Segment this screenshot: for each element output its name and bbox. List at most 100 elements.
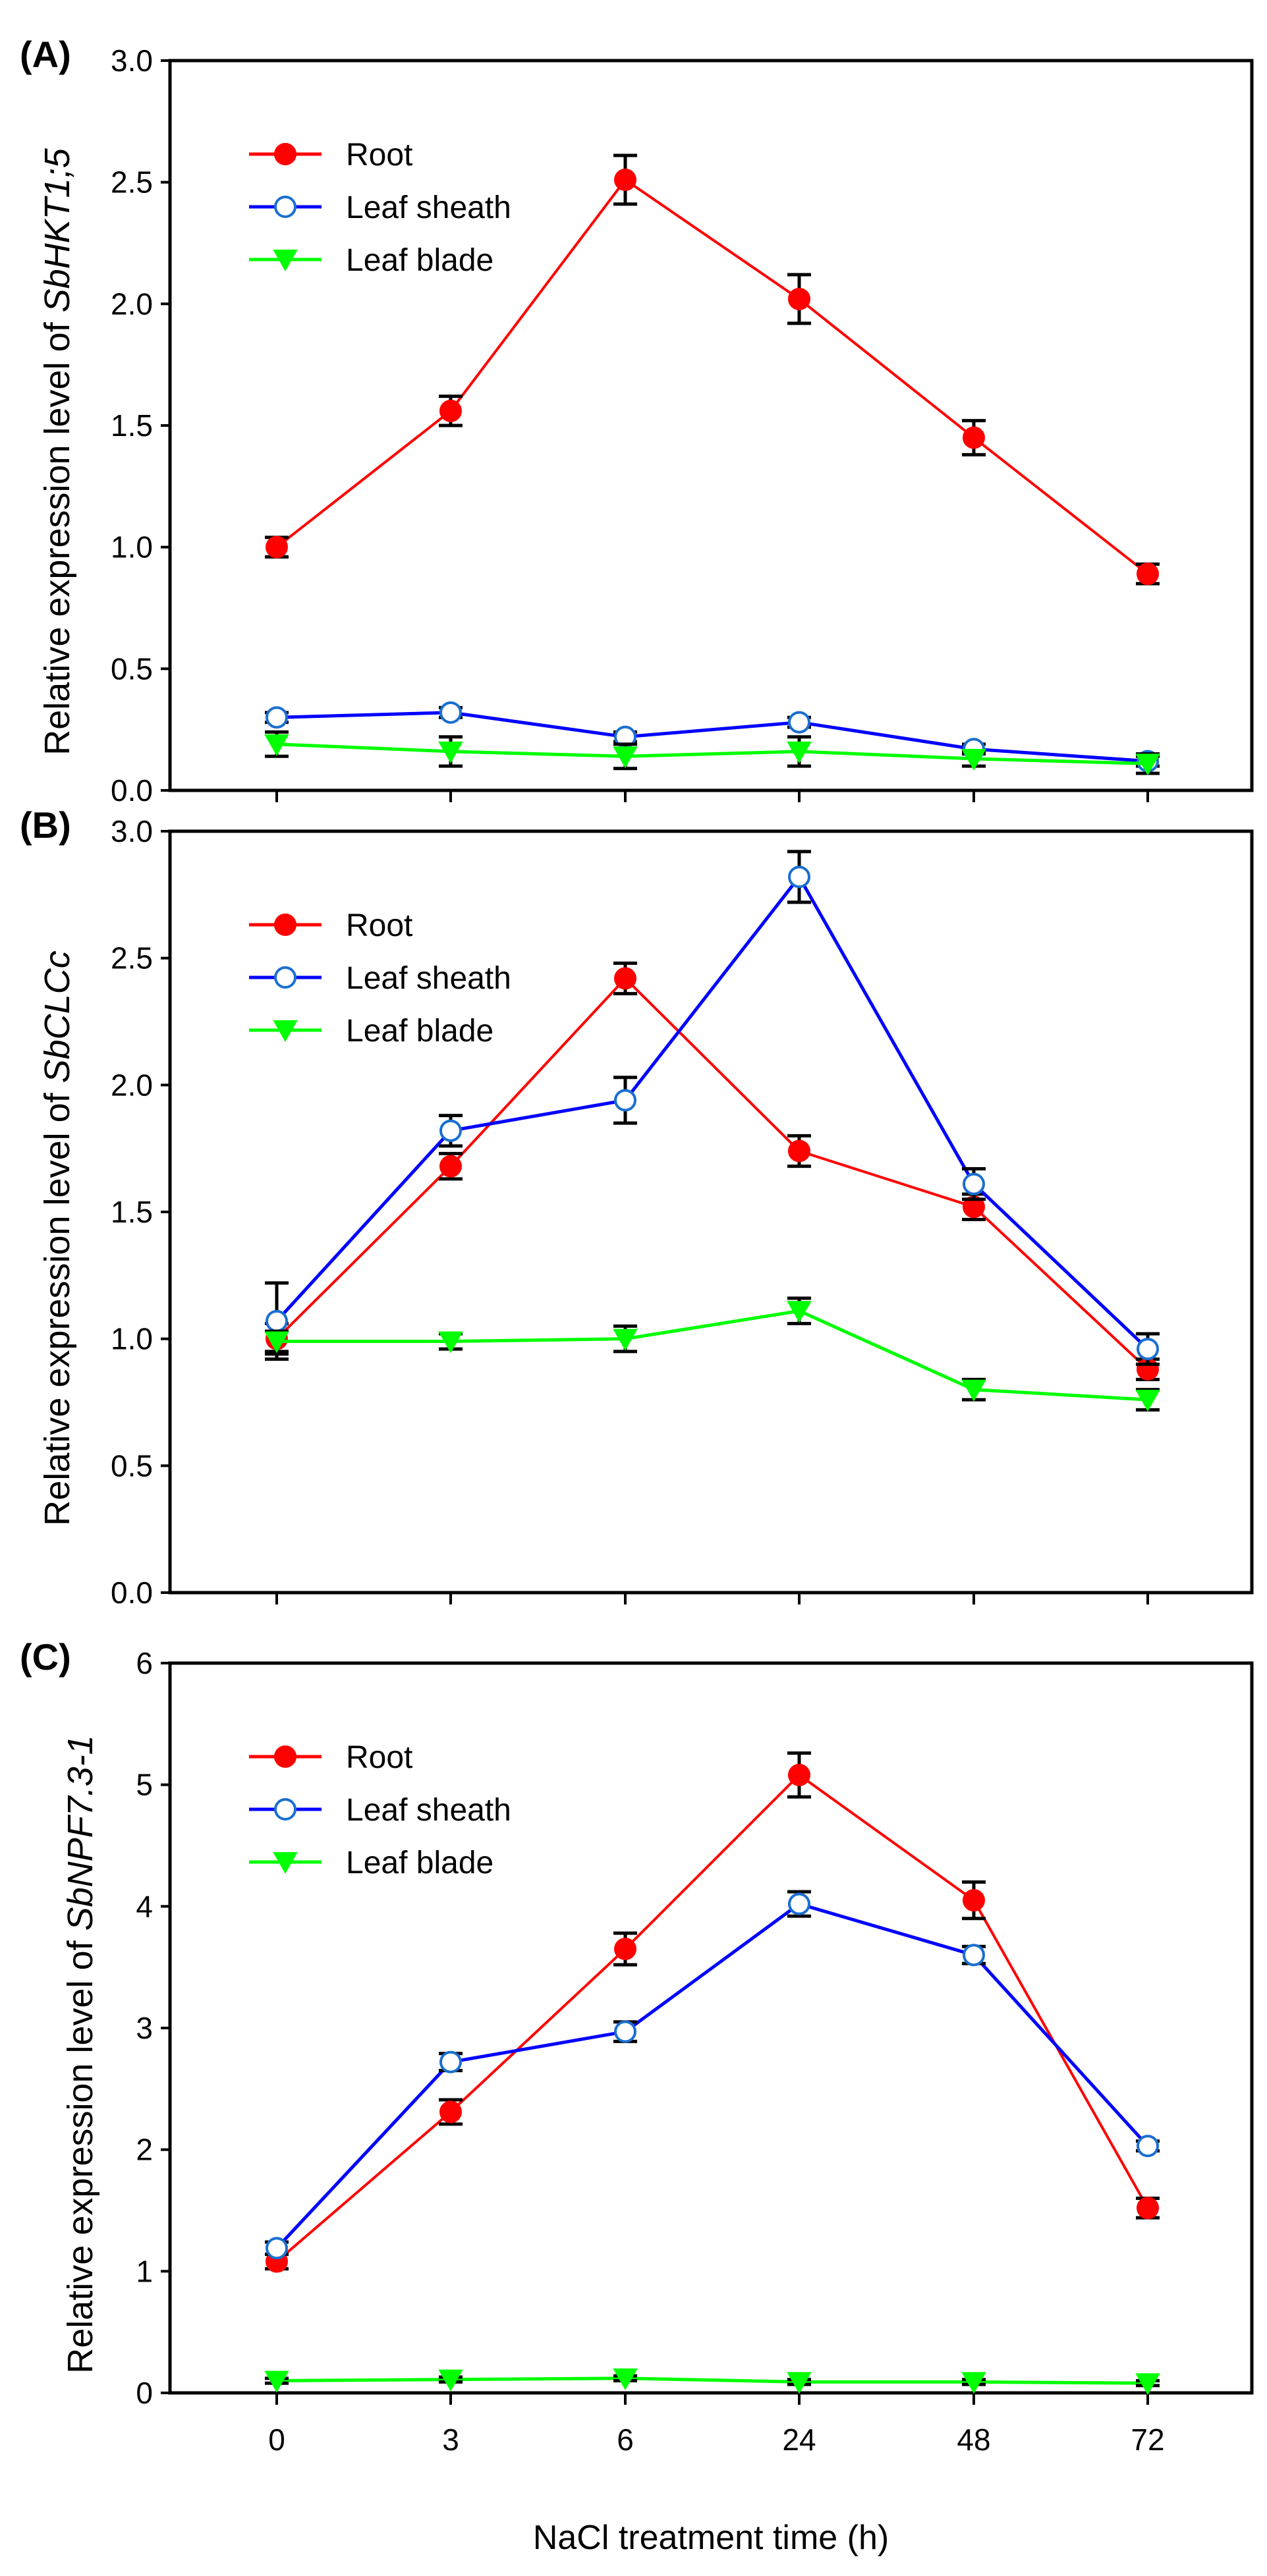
y-tick-label: 1.5	[111, 408, 153, 443]
series-leaf-blade	[264, 2368, 1160, 2396]
series-line	[275, 1902, 1149, 2249]
data-point-circle	[788, 287, 810, 310]
legend-label: Root	[346, 138, 412, 173]
data-point-circle	[1137, 2197, 1159, 2220]
series-root	[265, 153, 1160, 586]
data-point-circle	[266, 535, 288, 559]
y-tick-label: 0.0	[111, 773, 153, 808]
legend-marker-triangle	[273, 1020, 298, 1043]
data-point-open-circle	[788, 1892, 810, 1915]
data-point-circle	[614, 1937, 636, 1960]
legend-marker-circle	[274, 143, 296, 165]
legend: Root Leaf sheath Leaf blade	[249, 908, 511, 1049]
data-point-open-circle	[614, 1089, 636, 1112]
y-tick-label: 0.5	[111, 651, 153, 686]
data-point-triangle	[961, 1379, 986, 1402]
data-point-triangle	[438, 741, 463, 763]
series-leaf-blade	[264, 1296, 1160, 1412]
y-tick-label: 1.0	[111, 530, 153, 564]
plot-frame	[168, 829, 1254, 1595]
panel-label: (C)	[20, 1636, 71, 1678]
data-point-open-circle	[963, 1172, 985, 1195]
data-point-triangle	[787, 741, 812, 763]
legend-label: Leaf sheath	[346, 190, 511, 225]
x-tick-label: 6	[617, 2423, 634, 2457]
y-tick-label: 2	[136, 2133, 153, 2167]
legend: Root Leaf sheath Leaf blade	[249, 1740, 511, 1880]
y-tick-label: 4	[136, 1889, 153, 1923]
series-line	[275, 1773, 1149, 2263]
y-tick-label: 1.5	[111, 1195, 153, 1229]
y-tick-label: 1	[136, 2254, 153, 2288]
legend-label: Leaf blade	[346, 1846, 493, 1880]
y-tick-label: 0.0	[111, 1576, 153, 1610]
panel-c: 0 1 2 3 4 5 6 0 3 6 24 48 72 NaCl treatment time (h) (…	[20, 1636, 1254, 2557]
data-point-triangle	[1135, 1390, 1160, 1412]
plot-frame	[168, 1661, 1254, 2395]
legend-marker-circle	[274, 914, 296, 936]
y-axis-title-gene: SbCLCc	[38, 950, 77, 1083]
series-line	[276, 742, 1148, 765]
data-point-triangle	[961, 2372, 986, 2394]
data-point-open-circle	[439, 2050, 462, 2073]
panel-label: (A)	[20, 34, 71, 75]
data-point-open-circle	[266, 706, 288, 729]
y-tick-label: 0.5	[111, 1448, 153, 1483]
series-line	[276, 2376, 1148, 2385]
y-axis-title: Relative expression level of SbCLCc	[38, 950, 77, 1525]
y-tick-label: 2.0	[111, 1068, 153, 1102]
data-point-circle	[1137, 562, 1159, 586]
legend-label: Root	[346, 1740, 412, 1775]
data-point-open-circle	[614, 2020, 636, 2043]
legend-label: Leaf sheath	[346, 1793, 511, 1828]
panel-a: 0.0 0.5 1.0 1.5 2.0 2.5 3.0 (A) Relative express…	[20, 34, 1254, 808]
x-tick-label: 3	[442, 2423, 459, 2457]
data-point-open-circle	[266, 2237, 288, 2260]
legend-marker-open-circle	[274, 196, 296, 218]
data-point-triangle	[961, 748, 986, 771]
data-point-triangle	[264, 734, 289, 756]
data-point-triangle	[613, 2368, 638, 2390]
data-point-open-circle	[963, 1944, 985, 1967]
data-point-triangle	[613, 746, 638, 769]
y-tick-label: 5	[136, 1768, 153, 1802]
data-point-open-circle	[788, 711, 810, 734]
legend-marker-open-circle	[274, 1798, 296, 1821]
y-tick-label: 2.0	[111, 287, 153, 321]
panel-label: (B)	[20, 804, 71, 846]
y-axis-title: Relative expression level of SbHKT1;5	[38, 148, 77, 755]
x-tick-label: 0	[268, 2423, 285, 2457]
data-point-open-circle	[1137, 2135, 1159, 2158]
data-point-open-circle	[439, 1119, 462, 1142]
y-axis-title: Relative expression level of SbNPF7.3-1	[61, 1735, 100, 2373]
legend-label: Root	[346, 908, 412, 943]
data-point-triangle	[1135, 754, 1160, 776]
legend-label: Leaf blade	[346, 243, 493, 278]
data-point-open-circle	[788, 865, 810, 889]
data-point-triangle	[787, 1301, 812, 1323]
legend-marker-triangle	[273, 250, 298, 272]
data-point-circle	[788, 1139, 810, 1163]
y-tick-label: 0	[136, 2376, 153, 2410]
series-line	[275, 976, 1149, 1371]
y-axis-title-prefix: Relative expression level of	[38, 312, 77, 755]
panel-b: 0.0 0.5 1.0 1.5 2.0 2.5 3.0 (B) Relative express…	[20, 804, 1254, 1610]
data-point-circle	[439, 399, 462, 422]
series-leaf-blade	[264, 730, 1160, 776]
data-point-circle	[614, 967, 636, 990]
data-point-triangle	[787, 2372, 812, 2394]
data-point-triangle	[1135, 2373, 1160, 2396]
series-leaf-sheath	[265, 1890, 1160, 2260]
y-tick-label: 6	[136, 1646, 153, 1680]
data-point-triangle	[438, 1331, 463, 1354]
data-point-open-circle	[266, 1309, 288, 1332]
legend-marker-circle	[274, 1745, 296, 1768]
y-axis-title-gene: SbNPF7.3-1	[61, 1735, 100, 1931]
legend-label: Leaf blade	[346, 1014, 493, 1049]
x-tick-label: 24	[782, 2423, 816, 2457]
data-point-circle	[963, 1889, 985, 1912]
legend: Root Leaf sheath Leaf blade	[249, 138, 511, 278]
data-point-circle	[439, 2100, 462, 2124]
data-point-open-circle	[439, 701, 462, 724]
